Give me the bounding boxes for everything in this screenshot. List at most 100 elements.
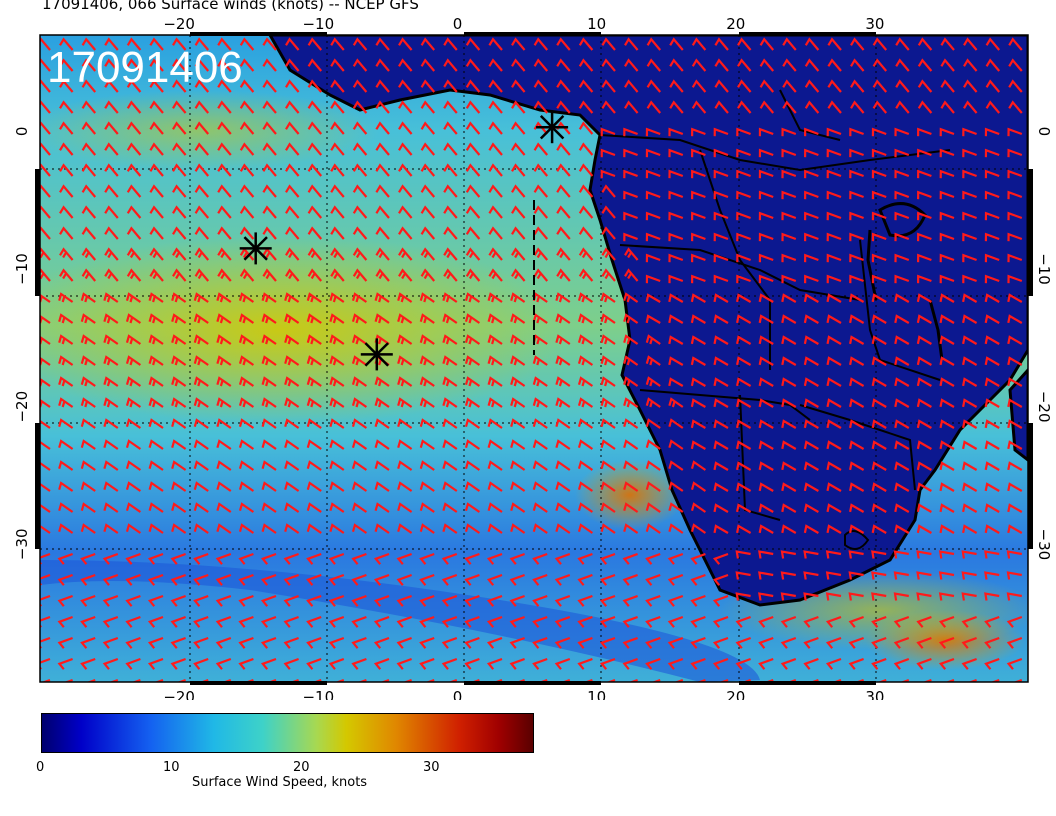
wind-barb bbox=[871, 274, 887, 284]
wind-barb bbox=[306, 523, 322, 534]
wind-barb bbox=[511, 163, 526, 177]
wind-barb bbox=[80, 460, 96, 471]
wind-barb bbox=[59, 37, 74, 51]
wind-barb bbox=[351, 376, 368, 387]
wind-barb bbox=[194, 100, 210, 114]
wind-barb bbox=[601, 37, 616, 51]
wind-barb bbox=[125, 502, 142, 513]
wind-barb bbox=[803, 592, 819, 601]
wind-barb bbox=[555, 523, 571, 534]
wind-barb bbox=[712, 552, 729, 565]
wind-barb bbox=[148, 418, 164, 429]
wind-barb bbox=[284, 292, 300, 303]
wind-barb bbox=[171, 292, 187, 303]
wind-barb bbox=[916, 419, 932, 429]
wind-barb bbox=[80, 552, 96, 565]
wind-barb bbox=[849, 253, 864, 263]
wind-barb bbox=[690, 460, 707, 471]
wind-barb bbox=[126, 100, 142, 114]
wind-barb bbox=[103, 355, 119, 366]
wind-barb bbox=[917, 190, 932, 200]
wind-barb bbox=[623, 292, 639, 303]
wind-barb bbox=[283, 615, 299, 628]
wind-barb bbox=[645, 573, 661, 586]
wind-barb bbox=[984, 419, 1000, 429]
wind-barb bbox=[554, 552, 571, 565]
wind-barb bbox=[736, 482, 752, 492]
wind-barb bbox=[690, 440, 706, 450]
wind-barb bbox=[511, 79, 526, 93]
wind-barb bbox=[171, 523, 187, 534]
wind-barb bbox=[441, 615, 458, 628]
wind-barb bbox=[871, 398, 887, 408]
wind-barb bbox=[554, 573, 571, 586]
wind-barb bbox=[465, 205, 481, 219]
wind-barb bbox=[826, 314, 842, 324]
wind-barb bbox=[102, 573, 119, 586]
wind-barb bbox=[397, 376, 413, 387]
wind-barb bbox=[600, 376, 616, 387]
wind-barb bbox=[351, 334, 368, 345]
wind-barb bbox=[306, 460, 322, 471]
wind-barb bbox=[916, 293, 932, 303]
wind-barb bbox=[555, 355, 571, 366]
wind-barb bbox=[556, 268, 571, 282]
wind-barb bbox=[713, 482, 729, 492]
wind-barb bbox=[985, 58, 1001, 72]
wind-barb bbox=[57, 615, 73, 628]
wind-barb bbox=[848, 636, 864, 649]
wind-barb bbox=[396, 573, 412, 586]
wind-barb bbox=[419, 573, 435, 586]
wind-barb bbox=[442, 292, 458, 303]
wind-barb bbox=[238, 292, 255, 303]
wind-barb bbox=[645, 314, 661, 324]
wind-barb bbox=[193, 397, 209, 408]
wind-barb bbox=[758, 169, 774, 179]
wind-barb bbox=[330, 100, 345, 114]
wind-barb bbox=[510, 313, 526, 324]
wind-barb bbox=[443, 100, 458, 114]
lat-tick-label-right: −30 bbox=[1035, 529, 1053, 561]
wind-barb bbox=[147, 636, 164, 649]
wind-barb bbox=[81, 58, 97, 72]
wind-barb bbox=[917, 169, 932, 179]
wind-barb bbox=[894, 253, 910, 263]
wind-barb bbox=[194, 205, 210, 219]
wind-barb bbox=[352, 100, 368, 114]
wind-barb bbox=[239, 58, 255, 72]
wind-barb bbox=[420, 142, 436, 156]
wind-barb bbox=[984, 148, 1000, 158]
wind-barb bbox=[193, 334, 209, 345]
wind-barb bbox=[306, 481, 322, 492]
wind-barb bbox=[669, 79, 684, 93]
wind-barb bbox=[600, 502, 616, 513]
wind-barb bbox=[962, 377, 978, 387]
wind-barb bbox=[827, 79, 842, 93]
wind-barb bbox=[285, 37, 300, 51]
wind-barb bbox=[149, 268, 164, 282]
wind-barb bbox=[509, 594, 525, 607]
wind-barb bbox=[328, 573, 345, 586]
wind-barb bbox=[713, 461, 729, 471]
lon-tick-label-bottom: 20 bbox=[726, 688, 745, 700]
wind-barb bbox=[599, 615, 616, 628]
wind-barb bbox=[984, 314, 1000, 324]
wind-barb bbox=[373, 552, 390, 565]
wind-barb bbox=[352, 205, 368, 219]
wind-barb bbox=[577, 594, 593, 607]
wind-barb bbox=[262, 79, 277, 93]
wind-barb bbox=[351, 502, 368, 513]
wind-barb bbox=[81, 163, 97, 177]
wind-barb bbox=[193, 615, 209, 628]
wind-barb bbox=[396, 615, 412, 628]
wind-barb bbox=[103, 292, 119, 303]
wind-barb bbox=[217, 37, 232, 51]
wind-barb bbox=[352, 163, 368, 177]
wind-barb bbox=[81, 37, 97, 51]
wind-barb bbox=[261, 292, 277, 303]
lon-tick-label-top: 0 bbox=[453, 15, 463, 33]
wind-barb bbox=[578, 37, 594, 51]
wind-barb bbox=[601, 184, 616, 198]
wind-barb bbox=[758, 232, 774, 242]
wind-barb bbox=[1006, 592, 1022, 601]
